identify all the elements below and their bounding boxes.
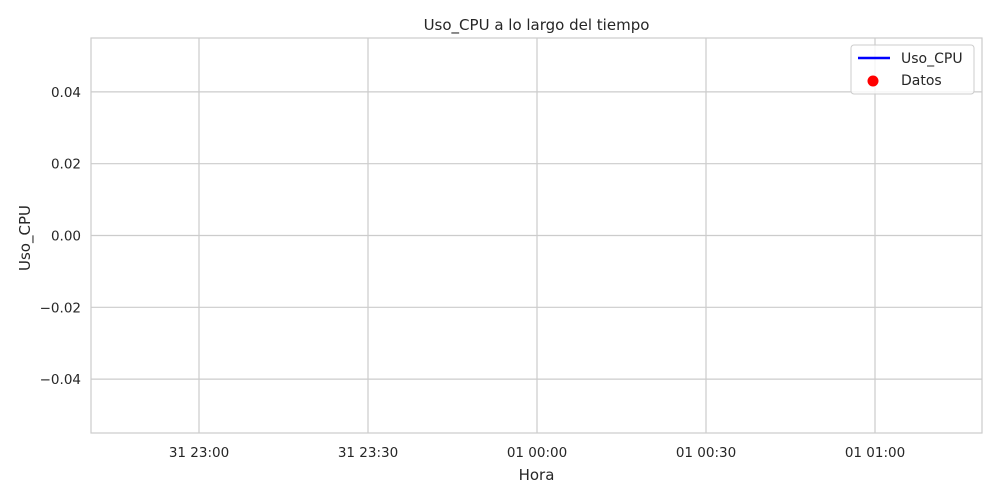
- plot-frame: [90, 37, 983, 434]
- grid: [91, 38, 982, 433]
- y-tick-label: 0.02: [51, 157, 81, 173]
- x-tick-label: 31 23:00: [169, 445, 229, 461]
- y-tick-label: −0.04: [40, 372, 81, 388]
- x-tick-labels: 31 23:00 31 23:30 01 00:00 01 00:30 01 01:00: [169, 445, 905, 461]
- x-tick-label: 31 23:30: [338, 445, 398, 461]
- x-tick-label: 01 00:00: [507, 445, 567, 461]
- legend: Uso_CPU Datos: [850, 44, 975, 95]
- chart-title: Uso_CPU a lo largo del tiempo: [424, 16, 650, 35]
- y-tick-label: −0.02: [40, 300, 81, 316]
- x-axis-label: Hora: [519, 466, 555, 484]
- y-axis-label: Uso_CPU: [16, 205, 35, 271]
- legend-label-datos: Datos: [901, 73, 942, 89]
- y-tick-label: 0.04: [51, 85, 81, 101]
- y-tick-labels: 0.04 0.02 0.00 −0.02 −0.04: [40, 85, 81, 388]
- x-tick-label: 01 01:00: [845, 445, 905, 461]
- legend-label-uso-cpu: Uso_CPU: [901, 51, 963, 67]
- x-tick-label: 01 00:30: [676, 445, 736, 461]
- y-tick-label: 0.00: [51, 229, 81, 245]
- legend-dot-swatch: [867, 75, 879, 87]
